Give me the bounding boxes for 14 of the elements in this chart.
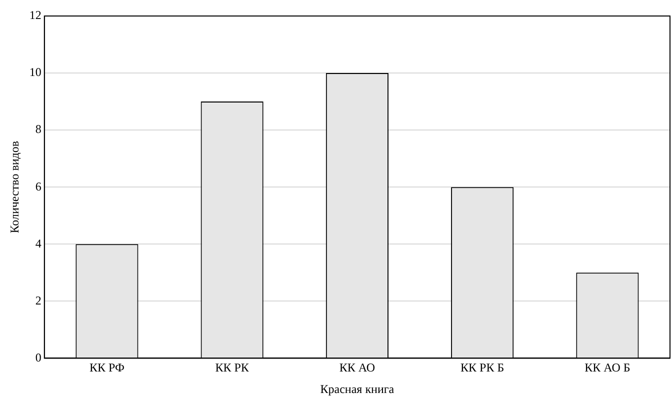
x-tick-label: КК РК Б — [460, 360, 504, 375]
x-tick-label: КК РК — [215, 360, 250, 375]
x-axis-title: Красная книга — [320, 382, 395, 396]
x-tick-label: КК АО Б — [584, 360, 630, 375]
x-tick-label: КК РФ — [89, 360, 124, 375]
y-tick-label: 4 — [35, 236, 42, 250]
y-tick-label: 6 — [35, 179, 42, 194]
y-tick-label: 2 — [35, 293, 42, 308]
x-tick-label: КК АО — [339, 360, 376, 375]
y-tick-label: 8 — [35, 122, 42, 136]
y-tick-label: 10 — [29, 65, 42, 80]
y-tick-label: 12 — [29, 8, 42, 22]
y-tick-label: 0 — [35, 350, 42, 364]
y-axis-title: Количество видов — [7, 140, 22, 234]
